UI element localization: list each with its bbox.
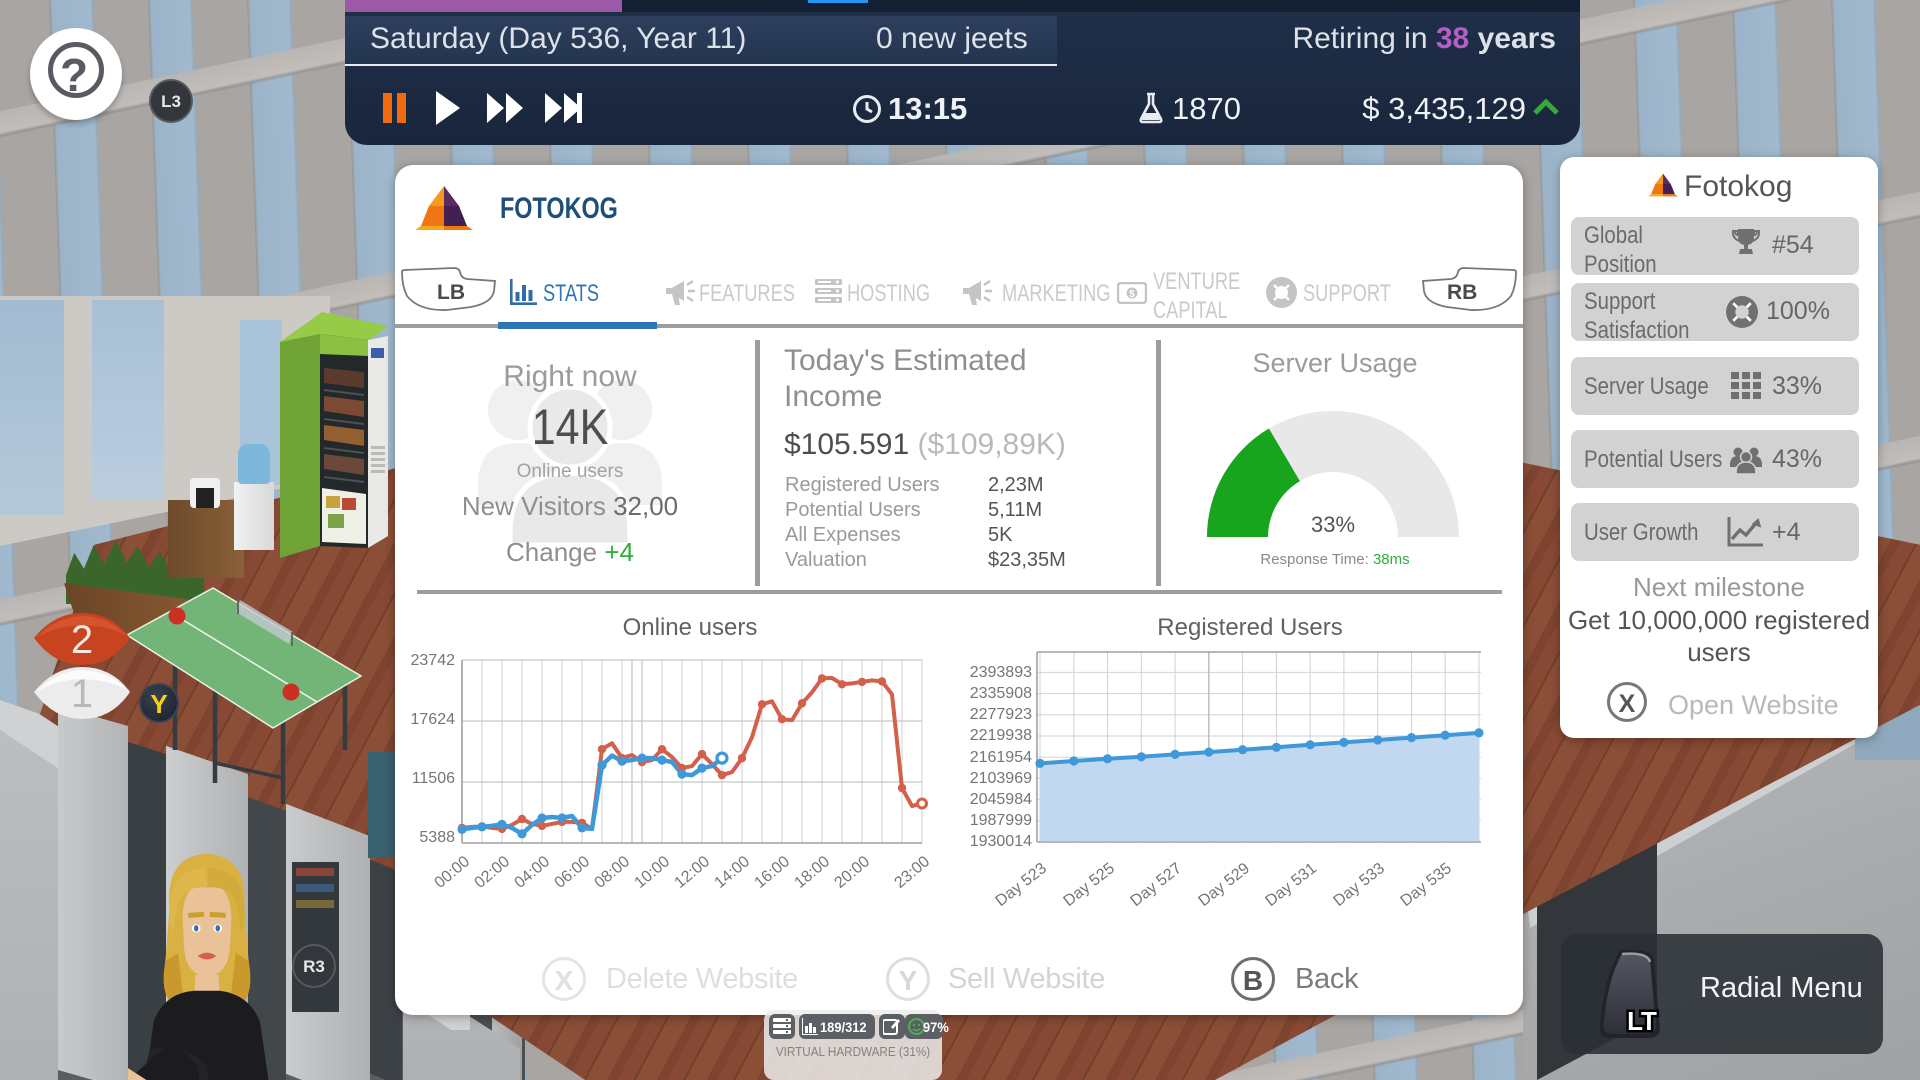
svg-text:2: 2 [71, 618, 93, 662]
svg-text:$: $ [1129, 289, 1135, 300]
svg-text:1: 1 [71, 672, 93, 716]
svg-text:LT: LT [1627, 1006, 1657, 1036]
